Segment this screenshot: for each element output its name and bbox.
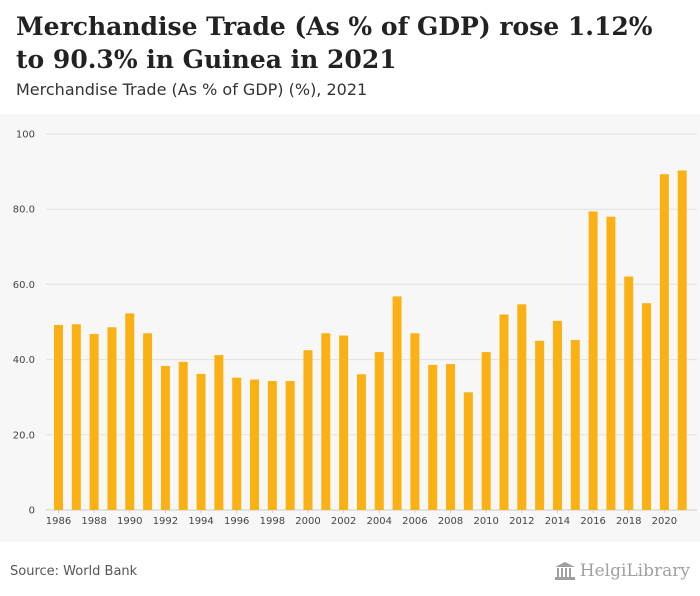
y-tick-label: 100 (16, 130, 35, 141)
bar (624, 276, 634, 510)
bar (552, 320, 562, 510)
x-tick-label: 2000 (295, 516, 320, 527)
x-tick-label: 1986 (46, 516, 71, 527)
bar (232, 377, 242, 510)
bar (267, 381, 277, 510)
y-tick-label: 60.0 (13, 280, 35, 291)
x-tick-label: 1990 (117, 516, 142, 527)
bar (321, 333, 331, 510)
chart-footer: Source: World Bank HelgiLibrary (0, 542, 700, 596)
bar (446, 364, 456, 510)
x-tick-label: 1992 (153, 516, 178, 527)
bar (642, 303, 652, 510)
bar (374, 352, 384, 510)
bar (677, 170, 687, 511)
x-tick-label: 1988 (81, 516, 106, 527)
x-tick-label: 2004 (367, 516, 392, 527)
x-tick-label: 2010 (473, 516, 498, 527)
x-tick-label: 2008 (438, 516, 463, 527)
x-tick-label: 1996 (224, 516, 249, 527)
y-tick-label: 40.0 (13, 355, 35, 366)
bar (125, 313, 135, 510)
bar (160, 365, 170, 510)
x-tick-label: 2020 (652, 516, 677, 527)
library-building-icon (554, 562, 575, 580)
bar (463, 392, 473, 510)
bar (339, 335, 349, 510)
bar (89, 334, 99, 510)
helgi-library-logo: HelgiLibrary (554, 560, 690, 582)
x-tick-label: 2014 (545, 516, 570, 527)
bar (481, 352, 491, 510)
chart-header: Merchandise Trade (As % of GDP) rose 1.1… (0, 0, 700, 112)
bar (71, 324, 81, 510)
bar (285, 381, 295, 510)
chart-area: 0 20.0 40.0 60.0 80.0 100 1986 1988 1990 1992 1994… (0, 114, 700, 542)
bar (428, 364, 438, 510)
source-label: Source: World Bank (10, 564, 138, 579)
bar (54, 325, 63, 510)
bar (107, 327, 117, 510)
x-tick-label: 2018 (616, 516, 641, 527)
y-tick-label: 0 (29, 506, 35, 517)
bar (517, 304, 527, 510)
bar (535, 340, 545, 510)
bar (410, 333, 420, 510)
bar-chart: 0 20.0 40.0 60.0 80.0 100 1986 1988 1990 1992 1994… (13, 130, 697, 527)
bar (588, 211, 598, 510)
bar (214, 355, 224, 510)
bar (499, 314, 509, 510)
x-tick-label: 1994 (188, 516, 213, 527)
bar (392, 296, 402, 510)
bar (659, 174, 669, 510)
logo-text: HelgiLibrary (579, 561, 690, 581)
page-title: Merchandise Trade (As % of GDP) rose 1.1… (16, 12, 653, 74)
x-tick-label: 2002 (331, 516, 356, 527)
y-tick-label: 80.0 (13, 205, 35, 216)
y-tick-label: 20.0 (13, 430, 35, 441)
bar (250, 379, 260, 510)
chart-subtitle: Merchandise Trade (As % of GDP) (%), 202… (16, 80, 368, 99)
bar (143, 333, 153, 510)
x-tick-label: 2006 (402, 516, 427, 527)
bar (570, 340, 580, 510)
bar (606, 216, 616, 510)
bar (178, 361, 188, 510)
x-tick-label: 1998 (260, 516, 285, 527)
bar (356, 374, 366, 510)
bar (303, 350, 313, 510)
x-tick-label: 2012 (509, 516, 534, 527)
x-tick-label: 2016 (580, 516, 605, 527)
bar (196, 373, 206, 510)
